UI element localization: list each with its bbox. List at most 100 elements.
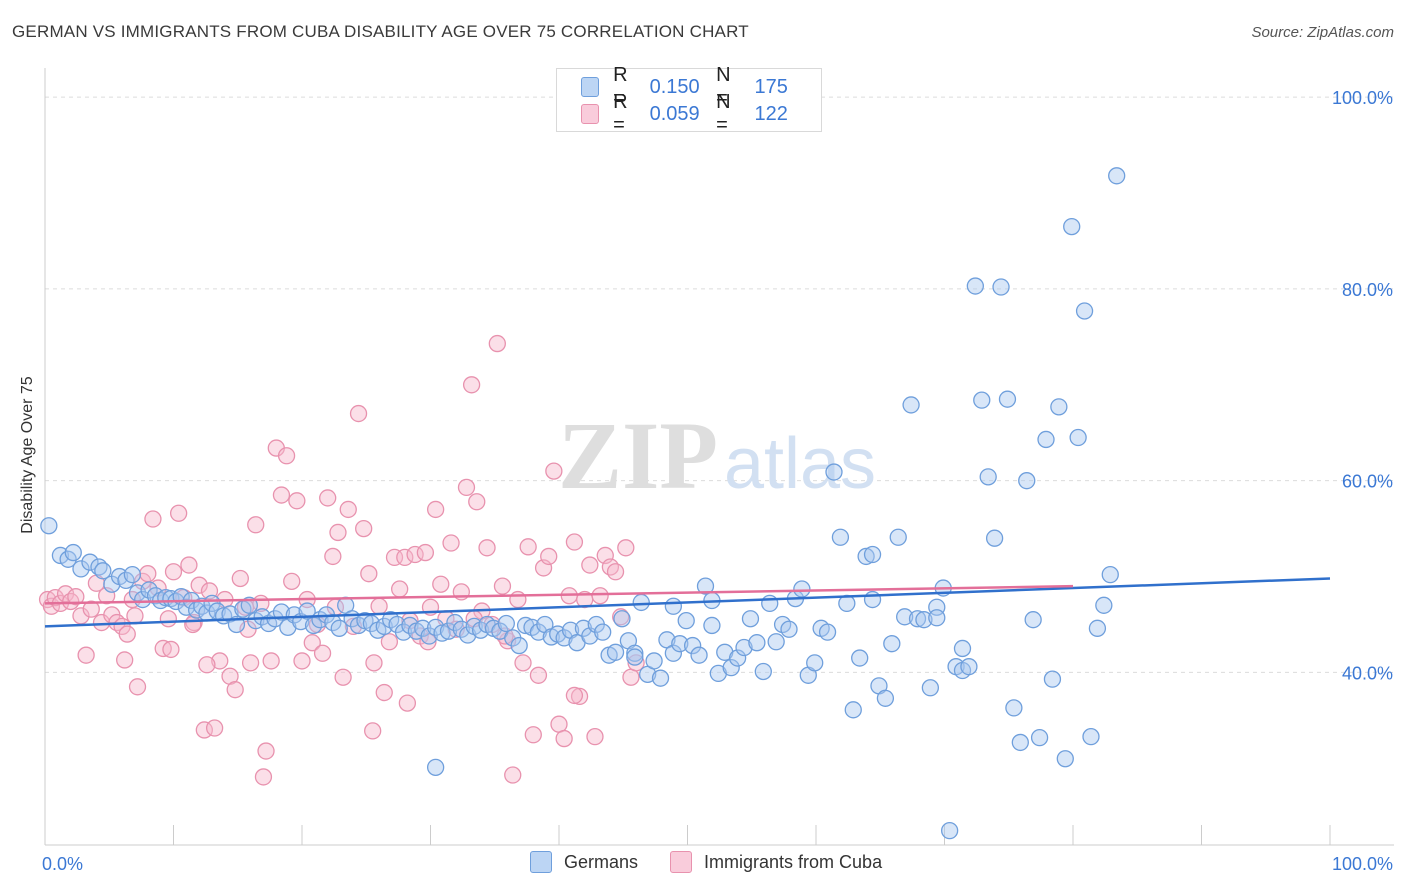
cuba-point bbox=[442, 534, 460, 552]
cuba-point bbox=[169, 504, 188, 522]
cuba-point bbox=[606, 563, 625, 581]
cuba-point bbox=[462, 376, 481, 394]
cuba-point bbox=[319, 489, 337, 507]
grid-layer bbox=[45, 96, 1394, 673]
german-point bbox=[979, 468, 997, 486]
cuba-point bbox=[370, 597, 388, 615]
german-point bbox=[825, 463, 843, 481]
cuba-point bbox=[488, 334, 506, 353]
cuba-point bbox=[180, 556, 198, 574]
cuba-point bbox=[241, 654, 260, 672]
legend-label-cuba: Immigrants from Cuba bbox=[704, 851, 883, 872]
cuba-point bbox=[277, 447, 296, 465]
german-point bbox=[1095, 596, 1113, 614]
cuba-point bbox=[272, 486, 291, 504]
german-point bbox=[690, 646, 708, 664]
german-point bbox=[420, 627, 438, 645]
y-tick-label: 100.0% bbox=[1332, 88, 1393, 108]
german-point bbox=[664, 644, 683, 662]
german-point bbox=[831, 528, 850, 546]
german-point bbox=[767, 633, 785, 651]
cuba-point bbox=[329, 523, 347, 542]
german-point bbox=[81, 553, 99, 571]
german-point bbox=[1063, 217, 1081, 236]
german-point bbox=[459, 626, 477, 644]
cuba-point bbox=[493, 577, 512, 595]
german-point bbox=[330, 619, 348, 637]
legend-row-germans: R = 0.150 N = 175 bbox=[581, 64, 821, 109]
cuba-point bbox=[391, 580, 409, 598]
x-tick-label: 100.0% bbox=[1332, 854, 1393, 874]
german-point bbox=[1088, 619, 1107, 637]
german-point bbox=[696, 577, 715, 595]
german-point bbox=[221, 605, 239, 623]
legend-swatch-germans bbox=[581, 77, 600, 97]
german-point bbox=[728, 649, 747, 667]
germans-trend-line bbox=[44, 577, 1331, 628]
cuba-point bbox=[82, 600, 100, 618]
german-point bbox=[594, 623, 612, 641]
german-point bbox=[876, 689, 895, 707]
cuba-point bbox=[226, 681, 244, 699]
german-point bbox=[973, 391, 991, 409]
german-point bbox=[1050, 398, 1068, 416]
german-point bbox=[780, 620, 798, 638]
german-point bbox=[671, 635, 689, 653]
legend-swatch-germans bbox=[530, 851, 552, 873]
cuba-point bbox=[126, 607, 144, 625]
cuba-point bbox=[529, 666, 548, 684]
german-point bbox=[651, 669, 670, 687]
german-point bbox=[1030, 728, 1049, 747]
legend-item-germans[interactable]: Germans bbox=[530, 851, 638, 873]
german-point bbox=[985, 529, 1004, 547]
german-point bbox=[64, 543, 82, 562]
german-point bbox=[960, 658, 978, 676]
cuba-point bbox=[339, 500, 357, 519]
german-point bbox=[426, 758, 445, 776]
german-point bbox=[1101, 565, 1119, 584]
german-point bbox=[433, 624, 451, 642]
cuba-point bbox=[293, 652, 311, 670]
german-point bbox=[497, 614, 515, 633]
cuba-point bbox=[504, 766, 522, 784]
german-point bbox=[754, 662, 772, 681]
german-point bbox=[844, 701, 862, 719]
german-point bbox=[1082, 728, 1100, 746]
legend-r-label: R = bbox=[613, 91, 628, 136]
cuba-point bbox=[355, 519, 373, 538]
german-point bbox=[510, 636, 528, 655]
axis-layer bbox=[44, 68, 1394, 846]
legend-n-value: 175 bbox=[754, 75, 788, 98]
cuba-point bbox=[601, 558, 620, 576]
german-point bbox=[298, 602, 316, 620]
german-point bbox=[793, 580, 811, 598]
german-point bbox=[272, 603, 291, 621]
german-point bbox=[889, 528, 907, 546]
german-point bbox=[94, 562, 112, 580]
cuba-point bbox=[565, 686, 584, 705]
german-point bbox=[394, 623, 413, 641]
cuba-point bbox=[364, 722, 382, 740]
german-point bbox=[940, 821, 959, 840]
cuba-point bbox=[622, 668, 640, 686]
cuba-trend-line bbox=[44, 584, 1074, 605]
legend-item-cuba[interactable]: Immigrants from Cuba bbox=[670, 851, 882, 873]
german-point bbox=[613, 610, 631, 628]
german-point bbox=[1005, 699, 1023, 717]
cuba-point bbox=[283, 572, 301, 590]
cuba-point bbox=[164, 563, 183, 581]
cuba-point bbox=[432, 575, 450, 593]
legend-n-label: N = bbox=[716, 91, 731, 136]
german-point bbox=[626, 644, 644, 662]
cuba-point bbox=[478, 539, 496, 557]
german-point bbox=[741, 610, 760, 628]
german-point bbox=[857, 547, 875, 566]
german-point bbox=[902, 396, 920, 414]
german-point bbox=[1075, 302, 1094, 320]
cuba-point bbox=[313, 644, 332, 662]
cuba-point bbox=[540, 547, 558, 566]
cuba-point bbox=[67, 588, 85, 606]
legend-r-value: 0.150 bbox=[649, 75, 700, 98]
legend-swatch-cuba bbox=[581, 104, 600, 124]
legend-row-cuba: R = 0.059 N = 122 bbox=[581, 91, 821, 136]
